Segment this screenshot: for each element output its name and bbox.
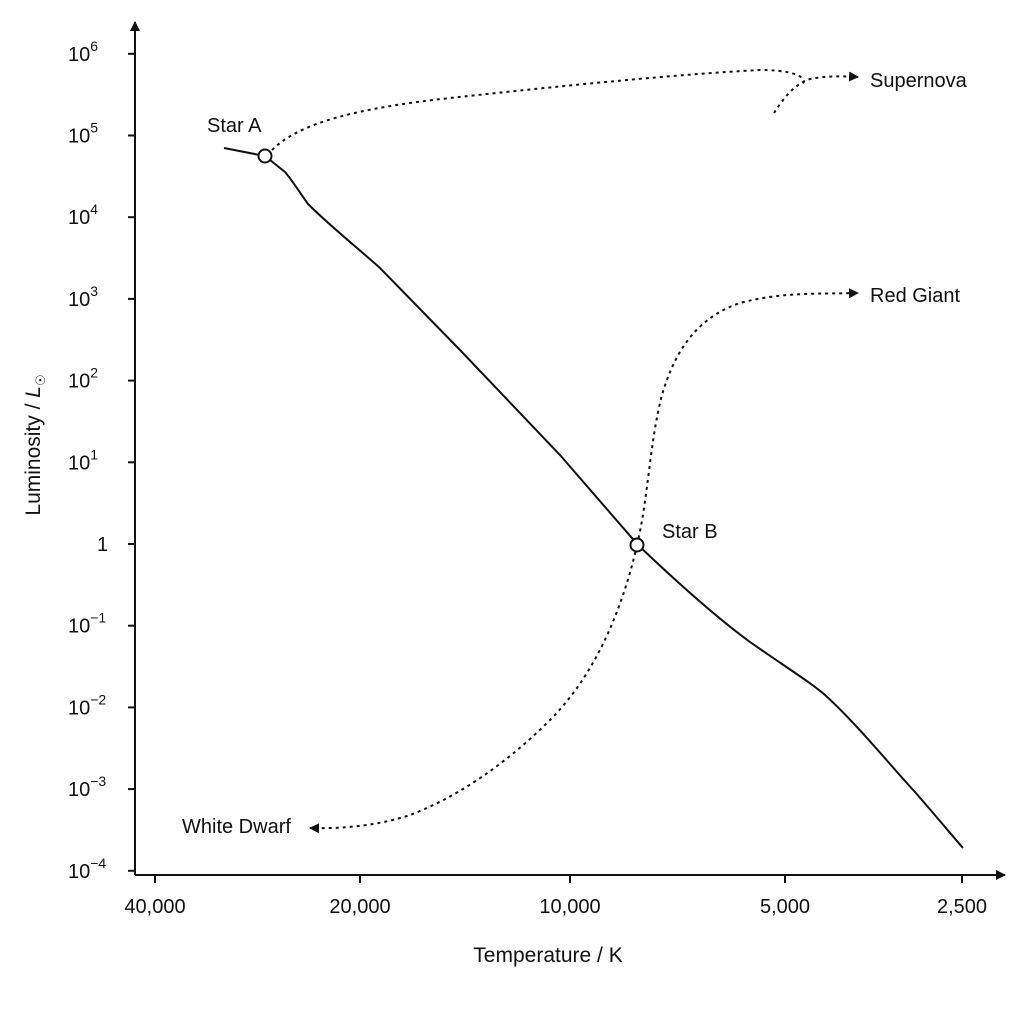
x-tick-label: 5,000 — [760, 896, 810, 918]
y-tick-label: 1 — [97, 534, 108, 556]
y-tick-label: 104 — [68, 201, 98, 229]
x-tick-label: 40,000 — [124, 896, 185, 918]
supernova-path — [271, 68, 805, 151]
y-tick-label: 105 — [68, 120, 98, 148]
x-axis-ticks: 40,000 20,000 10,000 5,000 2,500 — [124, 875, 987, 918]
y-tick-label: 102 — [68, 365, 98, 393]
y-tick-label: 10−4 — [68, 855, 106, 883]
white-dwarf-label: White Dwarf — [182, 816, 291, 838]
y-tick-label: 10−3 — [68, 773, 106, 801]
star-a-marker — [257, 148, 273, 164]
red-giant-label: Red Giant — [870, 285, 960, 307]
y-axis-ticks: 106 105 104 103 102 101 1 10−1 10−2 10−3 10−4 — [68, 38, 135, 883]
red-giant-path — [636, 288, 859, 546]
star-a-label: Star A — [207, 115, 262, 137]
white-dwarf-path — [309, 544, 638, 834]
supernova-path-branch — [773, 71, 859, 114]
y-tick-label: 103 — [68, 283, 98, 311]
x-tick-label: 10,000 — [539, 896, 600, 918]
y-tick-label: 10−1 — [68, 610, 106, 638]
star-b-marker — [629, 537, 645, 553]
x-tick-label: 20,000 — [329, 896, 390, 918]
x-axis-title: Temperature / K — [473, 944, 622, 967]
star-b-label: Star B — [662, 521, 718, 543]
supernova-label: Supernova — [870, 70, 968, 92]
main-sequence-line — [223, 147, 964, 849]
y-tick-label: 10−2 — [68, 691, 106, 719]
y-tick-label: 106 — [68, 38, 98, 66]
y-axis-title: Luminosity / L☉ — [22, 374, 48, 515]
x-tick-label: 2,500 — [937, 896, 987, 918]
y-tick-label: 101 — [68, 446, 98, 474]
